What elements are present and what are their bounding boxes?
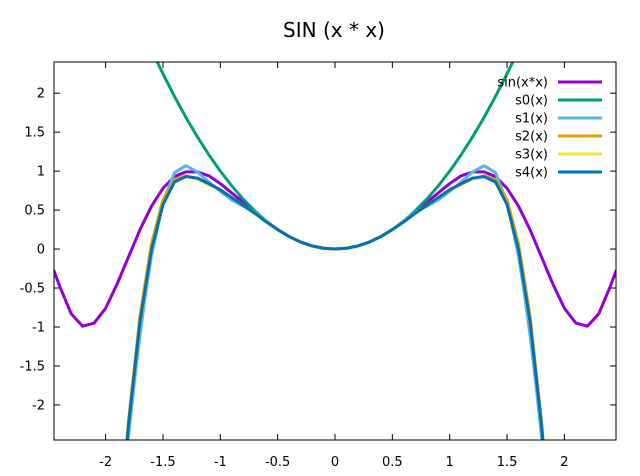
chart-title: SIN (x * x) bbox=[283, 18, 385, 42]
legend-label: s2(x) bbox=[515, 130, 548, 145]
y-tick-label: 1.5 bbox=[24, 126, 45, 141]
y-tick-label: 1 bbox=[37, 165, 45, 180]
x-tick-label: 1.5 bbox=[497, 455, 518, 470]
series-line-4 bbox=[125, 175, 545, 440]
series-line-5 bbox=[125, 175, 545, 440]
legend-label: s3(x) bbox=[515, 148, 548, 163]
x-tick-label: 0 bbox=[331, 455, 339, 470]
x-tick-label: -0.5 bbox=[265, 455, 290, 470]
legend-label: s1(x) bbox=[515, 112, 548, 127]
x-tick-label: -1 bbox=[214, 455, 227, 470]
y-tick-label: -0.5 bbox=[20, 282, 45, 297]
y-tick-label: 0 bbox=[37, 243, 45, 258]
x-tick-label: -2 bbox=[99, 455, 112, 470]
x-tick-label: 1 bbox=[446, 455, 454, 470]
series-line-3 bbox=[125, 174, 545, 440]
x-tick-label: 2 bbox=[560, 455, 568, 470]
x-tick-label: 0.5 bbox=[382, 455, 403, 470]
y-tick-label: -1.5 bbox=[20, 359, 45, 374]
series-line-1 bbox=[155, 62, 515, 251]
y-tick-label: -1 bbox=[32, 320, 45, 335]
y-tick-label: -2 bbox=[32, 398, 45, 413]
series-line-2 bbox=[126, 164, 544, 440]
x-tick-label: -1.5 bbox=[150, 455, 175, 470]
y-tick-label: 2 bbox=[37, 87, 45, 102]
legend: sin(x*x) s0(x) s1(x) s2(x) s3(x) s4(x) bbox=[497, 76, 602, 181]
legend-label: s0(x) bbox=[515, 94, 548, 109]
legend-label: sin(x*x) bbox=[497, 76, 548, 91]
series-lines bbox=[54, 62, 616, 440]
legend-label: s4(x) bbox=[515, 166, 548, 181]
plot-border bbox=[53, 61, 617, 441]
y-tick-label: 0.5 bbox=[24, 204, 45, 219]
axis-ticks: -2 -1.5 -1 -0.5 0 0.5 1 1.5 2 2 1.5 1 0.5 0 -0.5 -1 -1.5… bbox=[20, 62, 616, 470]
